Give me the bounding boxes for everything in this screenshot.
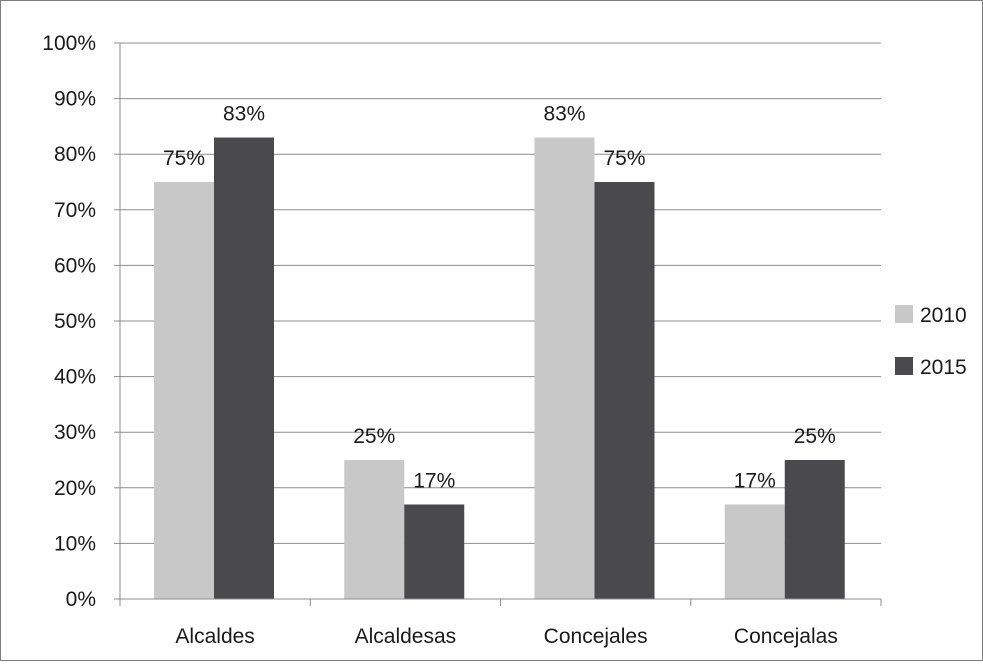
y-tick-label: 0%	[66, 588, 96, 611]
data-label: 17%	[413, 469, 455, 492]
data-label: 25%	[353, 425, 395, 448]
x-tick-label: Alcaldesas	[355, 625, 457, 648]
y-tick-label: 70%	[54, 199, 96, 222]
y-tick-label: 50%	[54, 310, 96, 333]
x-axis	[119, 598, 882, 606]
bar	[784, 460, 845, 599]
bar	[404, 504, 465, 599]
legend-label: 2015	[920, 356, 967, 379]
bar	[724, 504, 785, 599]
x-axis-ticks: Alcaldes Alcaldesas Concejales Concejalas	[175, 625, 837, 648]
bar	[594, 182, 655, 599]
bar	[214, 137, 274, 599]
legend-label: 2010	[920, 304, 967, 327]
data-label: 75%	[603, 147, 645, 170]
data-label: 83%	[543, 103, 585, 126]
x-tick-label: Concejales	[544, 625, 648, 648]
y-tick-label: 30%	[54, 421, 96, 444]
y-tick-label: 10%	[54, 532, 96, 555]
legend-swatch	[895, 305, 913, 323]
x-tick-label: Alcaldes	[175, 625, 254, 648]
y-tick-label: 100%	[42, 32, 96, 55]
legend-swatch	[895, 357, 913, 375]
data-label: 25%	[794, 425, 836, 448]
y-tick-label: 60%	[54, 254, 96, 277]
y-axis-ticks: 0% 10% 20% 30% 40% 50% 60% 70% 80% 90% 100%	[42, 32, 96, 611]
y-tick-label: 90%	[54, 88, 96, 111]
data-labels: 75% 83% 25% 17% 83% 75% 17% 25%	[163, 103, 836, 493]
data-label: 17%	[734, 469, 776, 492]
data-label: 75%	[163, 147, 205, 170]
y-tick-label: 40%	[54, 366, 96, 389]
legend: 2010 2015	[895, 304, 967, 379]
bar	[344, 460, 405, 599]
y-tick-label: 20%	[54, 477, 96, 500]
x-tick-label: Concejalas	[734, 625, 838, 648]
bars	[154, 137, 845, 599]
data-label: 83%	[223, 103, 265, 126]
bar	[154, 182, 214, 599]
y-tick-label: 80%	[54, 143, 96, 166]
bar	[534, 137, 595, 599]
